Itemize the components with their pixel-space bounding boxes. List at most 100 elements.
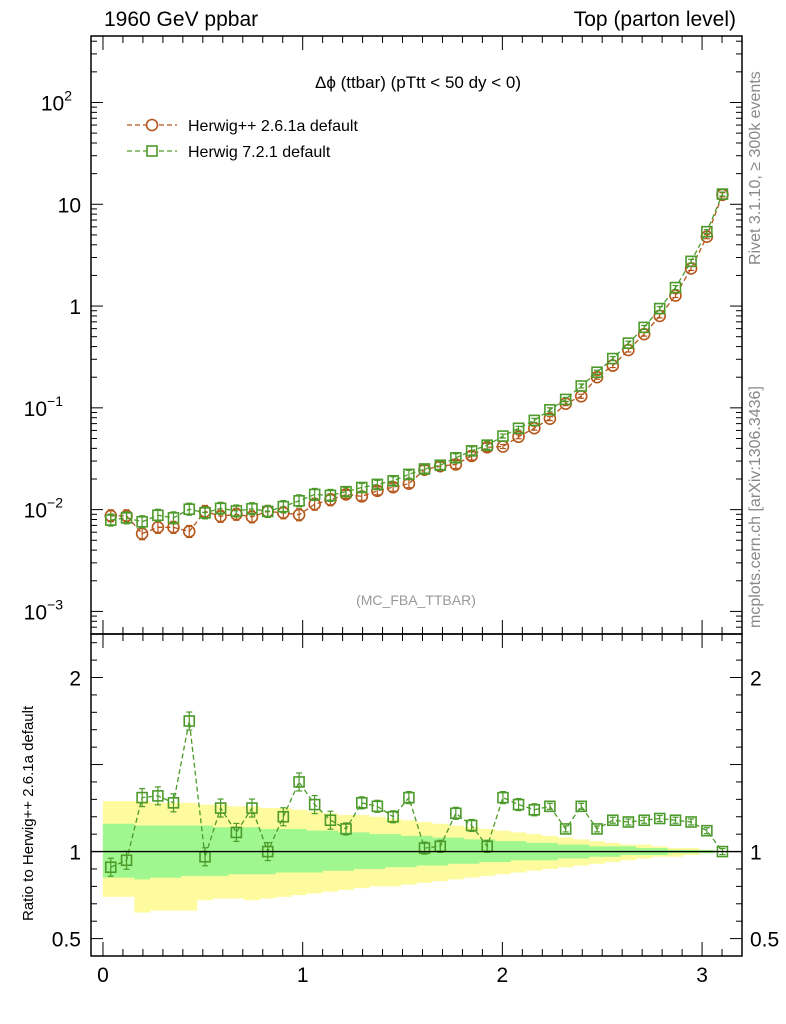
series-herwig7-marker [559,393,572,406]
ratio-series-herwig7-marker [497,791,509,804]
series-herwig7-marker [528,414,541,427]
ratio-series-herwig7-marker [653,812,666,825]
x-tick-label: 1 [297,964,309,987]
main-y-tick-label: 102 [41,87,72,115]
analysis-watermark: (MC_FBA_TTBAR) [356,592,476,608]
series-herwigpp-marker [512,430,525,444]
series-herwig7-marker [512,422,525,435]
ratio-series-herwig7-marker [638,814,650,827]
ratio-series-herwig7-marker [669,814,682,827]
ratio-y-tick-label-left: 2 [69,668,81,691]
series-herwig7-marker [481,439,493,451]
legend-entry-herwig7: Herwig 7.2.1 default [127,144,331,161]
ratio-series-herwig7-marker [418,842,431,854]
header-left: 1960 GeV ppbar [104,8,259,31]
ratio-y-tick-label-right: 2 [750,668,762,691]
series-herwig7-marker [214,502,227,515]
series-herwig7-marker [199,507,211,519]
ratio-series-herwig7-marker [575,800,588,813]
ratio-series-herwig7-marker [465,819,478,832]
ratio-series-herwig7-marker [512,798,525,811]
main-y-tick-label: 10−3 [24,596,64,624]
series-herwig7-marker [450,452,462,464]
series-herwig7-marker [308,488,321,501]
main-y-tick-label: 10−1 [24,393,64,421]
series-herwig7-marker [685,255,697,268]
ratio-series-herwig7-marker [277,810,290,823]
ratio-series-herwig7-marker [230,826,243,839]
series-herwig7-marker [152,509,164,522]
series-herwig7-marker [104,514,117,526]
series-herwig7-marker [340,485,352,498]
series-herwig7-marker [418,463,431,475]
series-herwig7-marker [261,505,274,518]
series-herwig7-marker [387,474,399,487]
legend-marker [146,145,158,157]
series-herwig7 [104,188,729,529]
series-herwigpp [104,188,729,541]
ratio-series-herwig7 [104,711,729,877]
ratio-series-herwig7-marker [308,798,321,811]
series-herwig7-marker [277,500,290,513]
series-herwig7-marker [324,489,337,502]
plot-frames [90,35,743,957]
ratio-series-herwig7-marker [528,803,541,816]
series-herwig7-marker [355,481,368,494]
series-herwig7-line [110,193,724,523]
series-herwig7-marker [653,302,666,315]
ratio-y-tick-label-left: 0.5 [52,929,81,952]
ratio-series-herwig7-marker [371,800,384,813]
ratio-plot-frame [90,633,743,957]
x-tick-label: 3 [696,964,708,987]
series-herwig7-marker [371,478,384,491]
legend-label: Herwig 7.2.1 default [188,144,331,161]
ratio-series-herwig7-marker [183,715,196,727]
series-herwig7-marker [716,188,729,200]
series-herwig7-marker [246,502,258,515]
ratio-series-herwig7-marker [120,854,133,867]
x-tick-label: 2 [497,964,509,987]
ratio-series-herwig7-marker [387,810,399,823]
ratio-series-herwig7-marker [559,823,572,835]
ratio-series-herwig7-marker [685,816,697,828]
ratio-series-herwig7-marker [324,814,337,827]
series-herwig7-marker [465,445,478,457]
series-herwig7-marker [403,468,415,481]
ratio-series-herwig7-marker [622,816,635,828]
series-herwig7-marker [669,281,682,294]
ratio-series-herwig7-marker [340,823,352,835]
series-herwig7-marker [544,403,556,416]
data-series [104,188,729,877]
series-herwig7-marker [497,430,509,442]
ratio-series-herwig7-marker [701,824,713,837]
series-herwig7-marker [591,366,603,378]
ratio-y-tick-label-right: 1 [750,842,762,865]
series-herwig7-marker [606,352,619,365]
series-herwig7-marker [434,459,447,472]
ratio-y-tick-label-left: 1 [69,842,81,865]
series-herwig7-marker [622,337,635,349]
main-y-tick-label: 10−2 [24,495,64,523]
ratio-series-herwig7-marker [591,823,603,835]
ratio-uncertainty-bands [102,801,731,913]
ratio-series-herwig7-marker [544,800,556,813]
x-tick-label: 0 [97,964,109,987]
series-herwig7-marker [120,512,133,524]
ratio-series-herwig7-marker [152,790,164,802]
ratio-series-herwig7-marker [246,802,258,814]
ratio-series-herwig7-line [110,720,723,868]
ratio-series-herwig7-marker [167,797,180,809]
ratio-series-herwig7-marker [293,776,305,788]
header-right: Top (parton level) [573,8,736,31]
legend-marker [145,118,159,132]
series-herwigpp-marker [182,525,196,538]
series-herwigpp-marker [292,508,306,522]
ratio-series-herwig7-marker [104,861,117,874]
series-herwig7-marker [183,503,196,515]
ratio-series-herwig7-marker [355,797,368,809]
main-y-tick-label: 10 [58,194,81,217]
series-herwigpp-line [110,194,724,535]
legend-entry-herwigpp: Herwig++ 2.6.1a default [127,118,358,135]
plot-text: 10−3 10−2 10−1 1 10 102 0 1 2 3 0.5 0.5 1 1 2 2 Δϕ (ttba… [24,73,780,987]
series-herwig7-marker [136,515,148,528]
